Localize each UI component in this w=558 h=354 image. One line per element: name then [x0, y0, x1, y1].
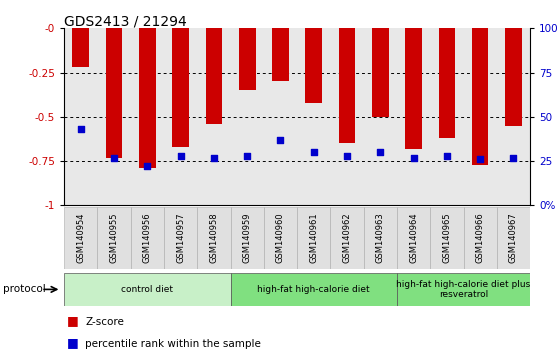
Bar	[131, 28, 164, 205]
Text: GSM140954: GSM140954	[76, 212, 85, 263]
Text: GSM140966: GSM140966	[475, 212, 485, 263]
Bar	[339, 28, 355, 143]
Bar	[139, 28, 156, 168]
Text: GSM140962: GSM140962	[343, 212, 352, 263]
Bar	[64, 28, 98, 205]
Point	[442, 153, 451, 159]
Text: Z-score: Z-score	[85, 318, 124, 327]
Bar	[172, 28, 189, 147]
Point	[109, 155, 118, 160]
Text: GSM140967: GSM140967	[509, 212, 518, 263]
Point	[243, 153, 252, 159]
Bar	[330, 207, 364, 269]
Text: GSM140959: GSM140959	[243, 212, 252, 263]
Bar	[405, 28, 422, 149]
Bar	[364, 207, 397, 269]
Point	[276, 137, 285, 143]
Bar	[397, 207, 430, 269]
Point	[143, 164, 152, 169]
Bar	[430, 28, 464, 205]
Text: high-fat high-calorie diet plus
resveratrol: high-fat high-calorie diet plus resverat…	[396, 280, 531, 299]
Point	[309, 149, 318, 155]
Bar	[164, 207, 198, 269]
Bar	[230, 207, 264, 269]
Point	[376, 149, 385, 155]
Bar	[106, 28, 122, 158]
Text: GSM140955: GSM140955	[109, 212, 119, 263]
Text: GSM140965: GSM140965	[442, 212, 451, 263]
Bar	[131, 207, 164, 269]
Bar	[439, 28, 455, 138]
Bar	[64, 207, 98, 269]
Bar	[364, 28, 397, 205]
Text: percentile rank within the sample: percentile rank within the sample	[85, 339, 261, 349]
Point	[343, 153, 352, 159]
Text: GDS2413 / 21294: GDS2413 / 21294	[64, 14, 187, 28]
Bar	[397, 273, 530, 306]
Bar	[430, 207, 464, 269]
Point	[76, 126, 85, 132]
Text: ■: ■	[67, 314, 79, 327]
Text: GSM140961: GSM140961	[309, 212, 318, 263]
Bar	[297, 28, 330, 205]
Bar	[264, 28, 297, 205]
Bar	[205, 28, 222, 124]
Bar	[497, 28, 530, 205]
Bar	[464, 207, 497, 269]
Bar	[264, 207, 297, 269]
Point	[409, 155, 418, 160]
Bar	[239, 28, 256, 90]
Bar	[372, 28, 389, 117]
Text: GSM140963: GSM140963	[376, 212, 385, 263]
Bar	[164, 28, 198, 205]
Text: high-fat high-calorie diet: high-fat high-calorie diet	[257, 285, 370, 294]
Text: protocol: protocol	[3, 284, 46, 295]
Bar	[397, 28, 430, 205]
Bar	[464, 28, 497, 205]
Text: GSM140958: GSM140958	[209, 212, 218, 263]
Bar	[73, 28, 89, 67]
Point	[476, 156, 485, 162]
Text: GSM140957: GSM140957	[176, 212, 185, 263]
Bar	[230, 28, 264, 205]
Bar	[272, 28, 289, 81]
Bar	[64, 273, 230, 306]
Point	[176, 153, 185, 159]
Point	[509, 155, 518, 160]
Bar	[297, 207, 330, 269]
Bar	[198, 207, 230, 269]
Bar	[330, 28, 364, 205]
Bar	[230, 273, 397, 306]
Bar	[198, 28, 230, 205]
Text: GSM140960: GSM140960	[276, 212, 285, 263]
Text: GSM140956: GSM140956	[143, 212, 152, 263]
Text: ■: ■	[67, 336, 79, 349]
Bar	[497, 207, 530, 269]
Point	[209, 155, 218, 160]
Bar	[98, 207, 131, 269]
Text: GSM140964: GSM140964	[409, 212, 418, 263]
Bar	[98, 28, 131, 205]
Bar	[472, 28, 488, 165]
Bar	[305, 28, 322, 103]
Text: control diet: control diet	[122, 285, 174, 294]
Bar	[505, 28, 522, 126]
